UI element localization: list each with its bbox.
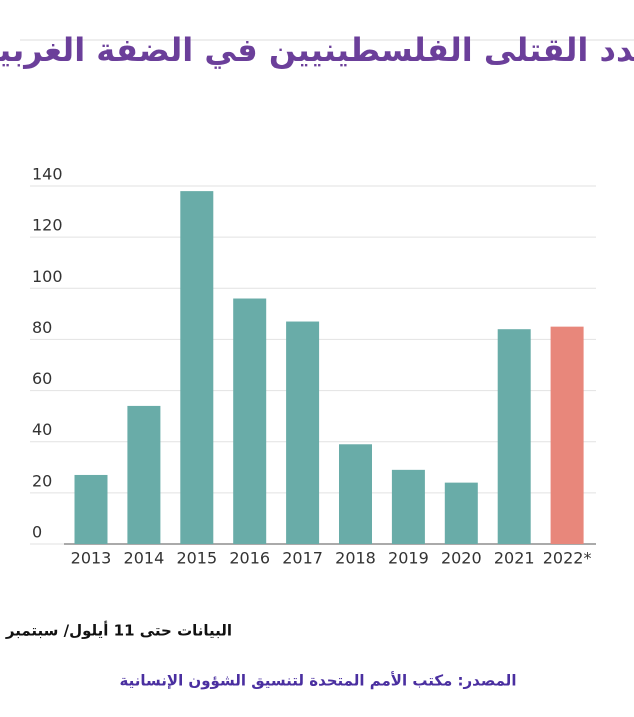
y-tick-label: 20 (32, 471, 52, 490)
y-tick-label: 100 (32, 267, 63, 286)
y-tick-label: 40 (32, 420, 52, 439)
x-tick-label: 2022* (543, 549, 592, 568)
bar (444, 482, 478, 544)
y-tick-label: 140 (32, 165, 63, 184)
bar (391, 469, 425, 544)
bar (497, 329, 531, 544)
bar (180, 191, 214, 544)
x-tick-label: 2016 (229, 549, 270, 568)
x-tick-label: 2020 (441, 549, 482, 568)
x-tick-label: 2015 (176, 549, 217, 568)
x-tick-label: 2017 (282, 549, 323, 568)
x-tick-label: 2014 (124, 549, 165, 568)
bar (550, 326, 584, 544)
x-tick-label: 2021 (494, 549, 535, 568)
y-tick-label: 120 (32, 216, 63, 235)
y-tick-label: 80 (32, 318, 52, 337)
bar (233, 298, 267, 544)
x-tick-label: 2018 (335, 549, 376, 568)
bar (339, 444, 372, 544)
bar (74, 474, 108, 544)
bar (127, 405, 161, 544)
chart-title: عدد القتلى الفلسطينيين في الضفة الغربية (0, 31, 634, 69)
y-tick-label: 0 (32, 523, 42, 542)
bar (286, 321, 320, 544)
x-tick-label: 2013 (71, 549, 112, 568)
x-tick-label: 2019 (388, 549, 429, 568)
y-tick-label: 60 (32, 369, 52, 388)
note: البيانات حتى 11 أيلول/ سبتمبر (5, 621, 232, 640)
source: المصدر: مكتب الأمم المتحدة لتنسيق الشؤون… (120, 672, 517, 690)
